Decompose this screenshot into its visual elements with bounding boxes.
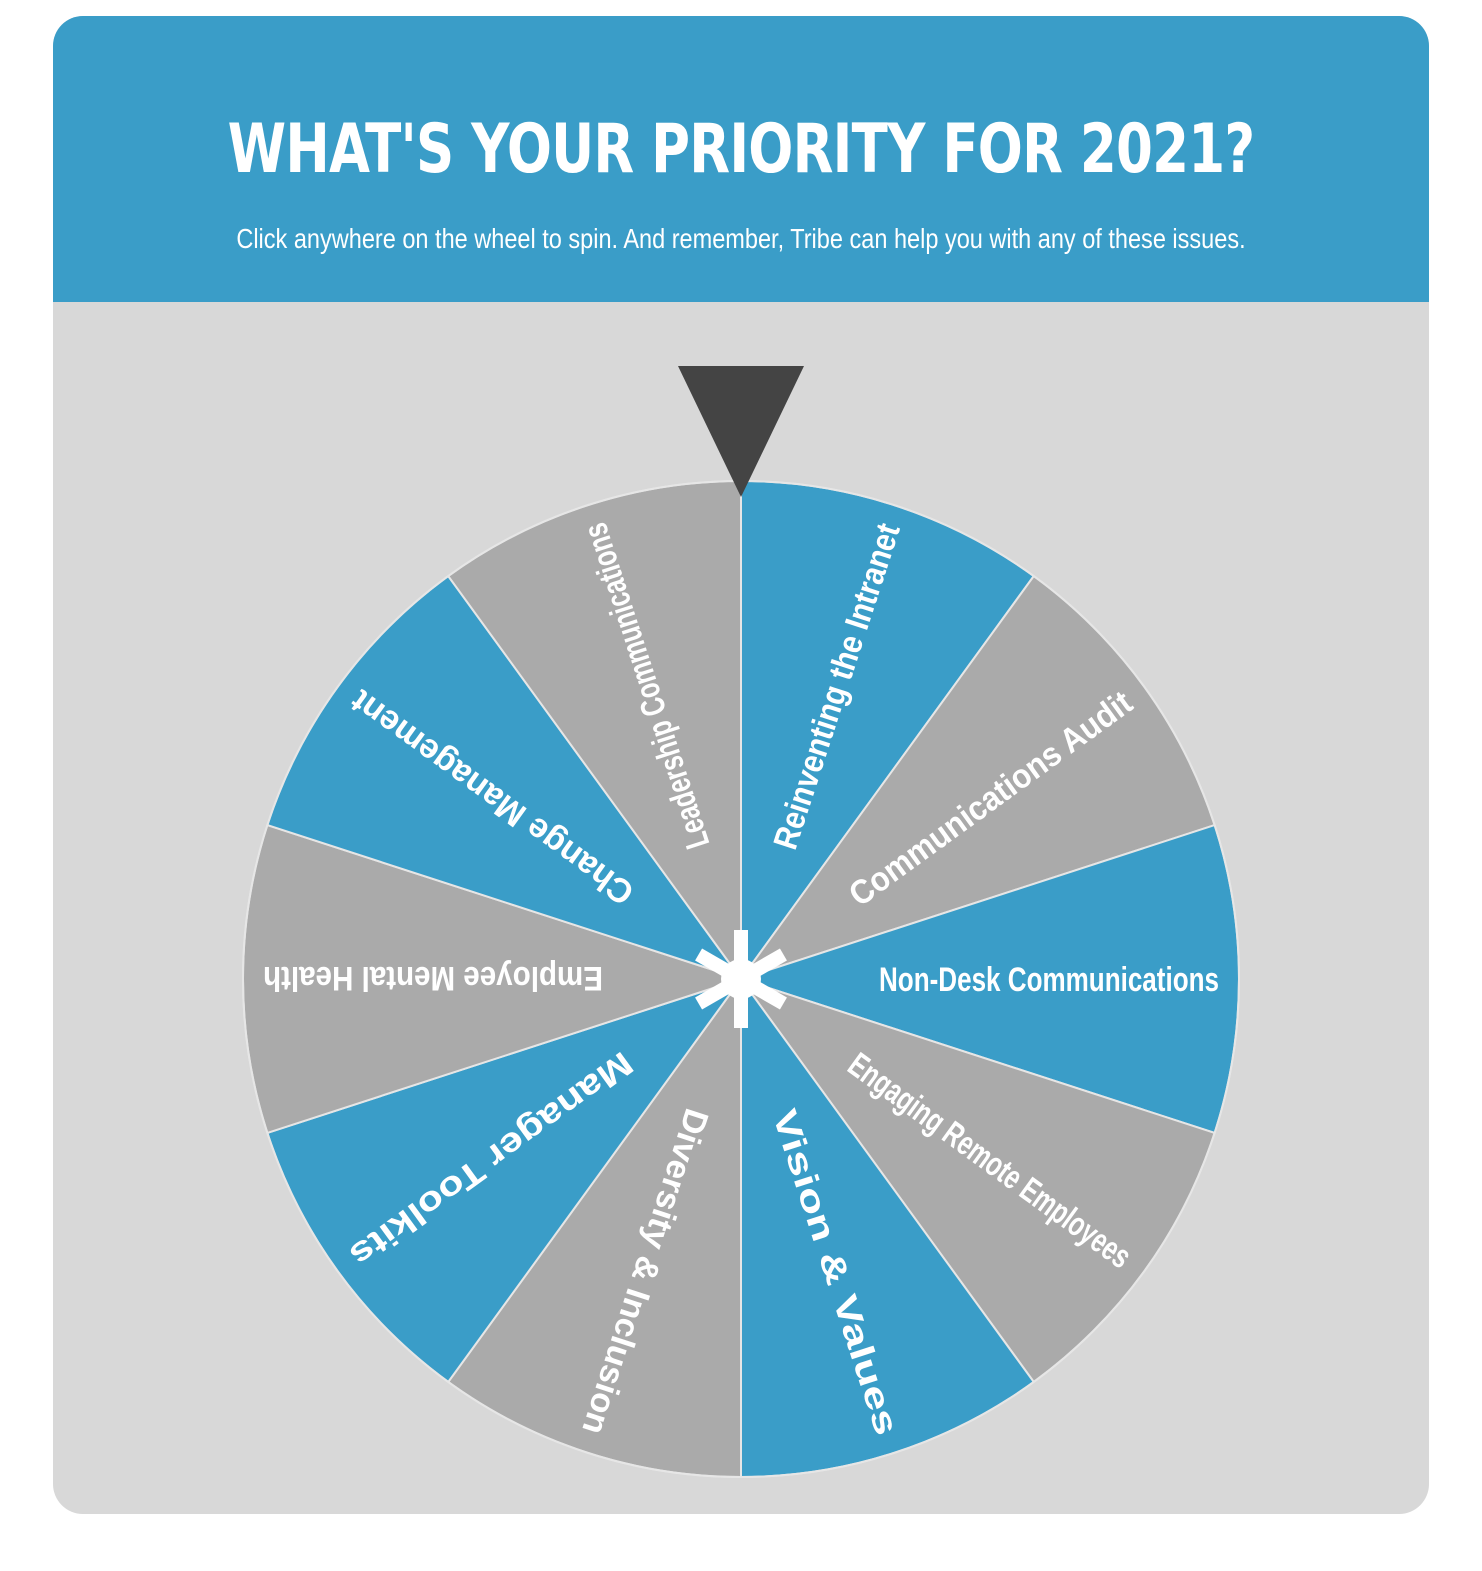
page-subtitle: Click anywhere on the wheel to spin. And… [236,223,1246,254]
down-triangle-pointer-icon [678,366,804,497]
page-title: WHAT'S YOUR PRIORITY FOR 2021? [227,110,1255,189]
asterisk-icon [695,930,787,1028]
wheel-segments[interactable] [242,479,1240,1479]
wheel-segment-label: Employee Mental Health [263,959,603,997]
header-banner: WHAT'S YOUR PRIORITY FOR 2021? Click any… [53,16,1429,302]
wheel-segment-label: Non-Desk Communications [879,961,1219,999]
